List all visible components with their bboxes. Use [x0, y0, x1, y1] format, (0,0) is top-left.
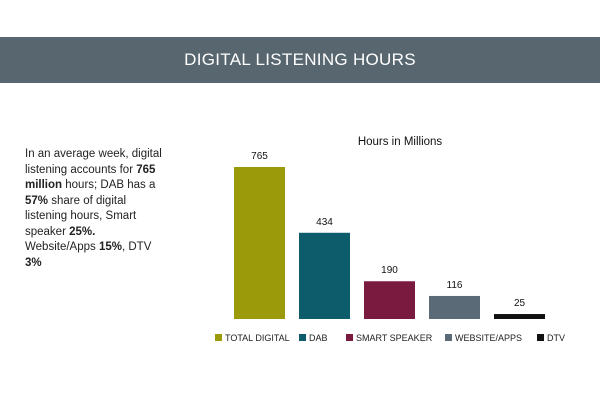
- bar-total-digital: [234, 167, 285, 319]
- summary-run: share of digital listening hours, Smart …: [25, 194, 137, 238]
- data-label: 190: [381, 265, 398, 276]
- summary-highlight: 3%: [25, 256, 42, 269]
- legend-label: WEBSITE/APPS: [455, 333, 522, 343]
- bar-website-apps: [429, 295, 480, 319]
- summary-highlight: 57%: [25, 194, 49, 207]
- legend-label: SMART SPEAKER: [356, 333, 433, 343]
- summary-highlight: 15%: [98, 241, 122, 253]
- bar-dtv: [494, 314, 545, 319]
- bar-smart-speaker: [364, 281, 415, 319]
- data-label: 765: [251, 151, 268, 162]
- legend-label: DTV: [547, 333, 565, 343]
- data-label: 116: [447, 280, 463, 291]
- legend-swatch: [215, 334, 222, 341]
- summary-run: In an average week, digital listening ac…: [25, 148, 162, 176]
- summary-run: hours; DAB has a: [62, 179, 156, 191]
- page-title: DIGITAL LISTENING HOURS: [184, 50, 416, 69]
- legend-label: TOTAL DIGITAL: [225, 333, 290, 343]
- legend-swatch: [299, 334, 306, 341]
- legend-label: DAB: [309, 333, 328, 343]
- data-label: 434: [316, 217, 333, 228]
- summary-highlight: 765 million: [25, 163, 156, 192]
- header-banner: DIGITAL LISTENING HOURS: [0, 37, 600, 83]
- legend-swatch: [445, 334, 452, 341]
- summary-run: , DTV: [121, 241, 152, 253]
- chart-title: Hours in Millions: [357, 136, 443, 148]
- legend-swatch: [346, 334, 353, 341]
- data-label: 25: [514, 298, 526, 309]
- summary-highlight: 25%.: [69, 225, 96, 238]
- summary-text: In an average week, digital listening ac…: [25, 147, 165, 271]
- bar-dab: [299, 232, 350, 319]
- legend-swatch: [537, 334, 544, 341]
- summary-run: Website/Apps: [25, 241, 99, 253]
